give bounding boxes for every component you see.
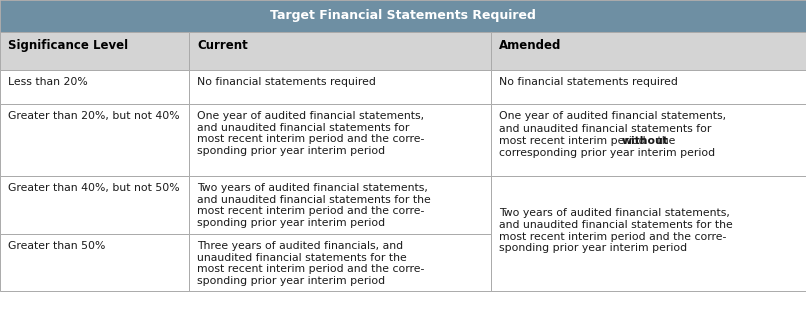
Text: Target Financial Statements Required: Target Financial Statements Required (270, 10, 536, 23)
Bar (491, 32, 806, 70)
Text: No financial statements required: No financial statements required (197, 77, 376, 87)
Text: Two years of audited financial statements,
and unaudited financial statements fo: Two years of audited financial statement… (499, 209, 733, 253)
Text: without: without (622, 136, 669, 146)
Text: Current: Current (197, 39, 247, 52)
Text: Greater than 20%, but not 40%: Greater than 20%, but not 40% (8, 111, 180, 121)
Text: corresponding prior year interim period: corresponding prior year interim period (499, 149, 715, 159)
Bar (189, 234, 491, 291)
Text: most recent interim period: most recent interim period (499, 136, 649, 146)
Text: Three years of audited financials, and
unaudited financial statements for the
mo: Three years of audited financials, and u… (197, 241, 425, 286)
Text: Significance Level: Significance Level (8, 39, 128, 52)
Text: One year of audited financial statements,: One year of audited financial statements… (499, 111, 726, 121)
Text: Greater than 40%, but not 50%: Greater than 40%, but not 50% (8, 183, 180, 193)
Text: Two years of audited financial statements,
and unaudited financial statements fo: Two years of audited financial statement… (197, 183, 430, 228)
Bar (0, 0, 806, 32)
Text: No financial statements required: No financial statements required (499, 77, 678, 87)
Bar (491, 70, 806, 104)
Bar (189, 70, 491, 104)
Text: One year of audited financial statements,
and unaudited financial statements for: One year of audited financial statements… (197, 111, 425, 156)
Bar (189, 32, 491, 70)
Text: and unaudited financial statements for: and unaudited financial statements for (499, 123, 712, 133)
Bar (491, 104, 806, 176)
Text: Amended: Amended (499, 39, 561, 52)
Text: Less than 20%: Less than 20% (8, 77, 88, 87)
Bar (491, 176, 806, 291)
Bar (0, 176, 189, 234)
Bar (0, 234, 189, 291)
Bar (0, 32, 189, 70)
Bar (0, 70, 189, 104)
Bar (0, 104, 189, 176)
Text: the: the (654, 136, 675, 146)
Text: Greater than 50%: Greater than 50% (8, 241, 106, 251)
Bar (189, 104, 491, 176)
Bar (189, 176, 491, 234)
